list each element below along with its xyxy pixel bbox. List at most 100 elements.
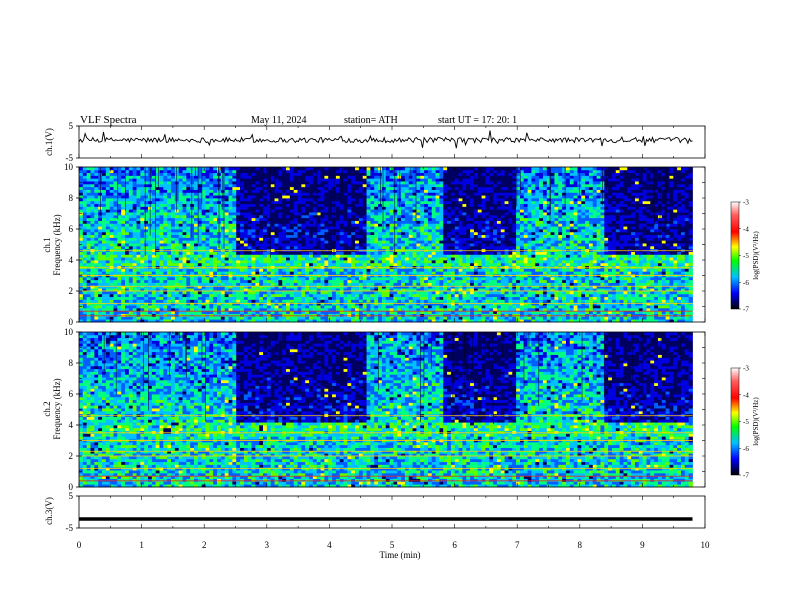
spectrogram-cell xyxy=(174,229,180,233)
spectrogram-cell xyxy=(358,302,364,306)
spectrogram-cell xyxy=(194,316,199,320)
spectrogram-cell xyxy=(312,192,318,196)
spectrogram-cell xyxy=(171,310,176,314)
spectrogram-cell xyxy=(270,234,275,238)
spectrogram-cell xyxy=(320,310,325,314)
spectrogram-cell xyxy=(121,212,126,216)
spectrogram-cell xyxy=(362,200,367,205)
spectrogram-cell xyxy=(121,288,126,292)
spectrogram-cell xyxy=(98,293,103,298)
spectrogram-cell xyxy=(144,229,149,233)
spectrogram-cell xyxy=(186,198,191,202)
spectrogram-cell xyxy=(381,178,387,182)
spectrogram-cell xyxy=(263,288,268,292)
spectrogram-cell xyxy=(274,254,279,258)
spectrogram-cell xyxy=(358,260,364,264)
spectrogram-cell xyxy=(243,234,249,238)
spectrogram-cell xyxy=(113,265,118,269)
spectrogram-cell xyxy=(105,260,111,264)
spectrogram-cell xyxy=(355,231,360,236)
spectrogram-cell xyxy=(174,293,180,298)
spectrogram-cell xyxy=(102,189,107,193)
spectrogram-cell xyxy=(243,212,249,216)
spectrogram-cell xyxy=(316,209,321,213)
spectrogram-cell xyxy=(320,181,325,185)
spectrogram-cell xyxy=(293,226,298,230)
spectrogram-cell xyxy=(247,169,252,174)
spectrogram-cell xyxy=(316,291,321,295)
spectrogram-cell xyxy=(351,310,356,314)
spectrogram-cell xyxy=(420,260,425,264)
spectrogram-cell xyxy=(355,175,360,179)
spectrogram-cell xyxy=(362,319,367,323)
spectrogram-cell xyxy=(232,288,237,292)
spectrogram-cell xyxy=(255,291,260,295)
spectrogram-cell xyxy=(186,243,191,247)
spectrogram-cell xyxy=(247,175,252,179)
spectrogram-cell xyxy=(408,262,413,267)
spectrogram-cell xyxy=(401,206,406,210)
spectrogram-cell xyxy=(255,262,260,267)
spectrogram-cell xyxy=(251,195,256,199)
spectrogram-cell xyxy=(190,192,195,196)
spectrogram-cell xyxy=(213,279,218,283)
spectrogram-cell xyxy=(305,268,310,272)
spectrogram-cell xyxy=(266,305,272,309)
spectrogram-cell xyxy=(167,260,172,264)
spectrogram-cell xyxy=(140,214,145,219)
spectrogram-cell xyxy=(412,316,417,320)
spectrogram-cell xyxy=(232,293,237,298)
spectrogram-cell xyxy=(270,203,275,207)
spectrogram-cell xyxy=(255,183,260,188)
spectrogram-cell xyxy=(312,240,318,244)
spectrogram-cell xyxy=(301,291,306,295)
spectrogram-cell xyxy=(362,260,367,264)
spectrogram-cell xyxy=(220,237,226,241)
spectrogram-cell xyxy=(401,296,406,300)
spectrogram-cell xyxy=(255,217,260,221)
spectrogram-cell xyxy=(385,243,390,247)
spectrogram-cell xyxy=(381,288,387,292)
spectrogram-cell xyxy=(305,217,310,221)
spectrogram-cell xyxy=(247,223,252,227)
spectrogram-cell xyxy=(320,276,325,281)
spectrogram-cell xyxy=(351,291,356,295)
spectrogram-cell xyxy=(297,265,302,269)
spectrogram-cell xyxy=(213,310,218,314)
spectrogram-cell xyxy=(301,265,306,269)
spectrogram-cell xyxy=(220,257,226,261)
spectrogram-cell xyxy=(263,313,268,317)
spectrogram-cell xyxy=(416,234,421,238)
spectrogram-cell xyxy=(255,231,260,236)
spectrogram-cell xyxy=(305,186,310,190)
spectrogram-cell xyxy=(163,243,168,247)
spectrogram-cell xyxy=(393,299,398,303)
spectrogram-cell xyxy=(86,299,91,303)
spectrogram-cell xyxy=(82,178,88,182)
spectrogram-cell xyxy=(416,172,421,176)
spectrogram-cell xyxy=(220,285,226,289)
spectrogram-cell xyxy=(343,299,348,303)
spectrogram-cell xyxy=(316,262,321,267)
spectrogram-cell xyxy=(232,172,237,176)
spectrogram-cell xyxy=(105,209,111,213)
spectrogram-cell xyxy=(381,243,387,247)
spectrogram-cell xyxy=(274,183,279,188)
spectrogram-cell xyxy=(420,296,425,300)
spectrogram-cell xyxy=(404,251,410,255)
spectrogram-cell xyxy=(144,316,149,320)
spectrogram-cell xyxy=(232,268,237,272)
spectrogram-cell xyxy=(182,319,187,323)
spectrogram-cell xyxy=(194,231,199,236)
spectrogram-cell xyxy=(167,234,172,238)
spectrogram-cell xyxy=(416,192,421,196)
spectrogram-cell xyxy=(79,260,84,264)
spectrogram-cell xyxy=(397,237,402,241)
spectrogram-cell xyxy=(278,245,283,250)
spectrogram-cell xyxy=(370,192,375,196)
spectrogram-cell xyxy=(190,203,195,207)
spectrogram-cell xyxy=(201,237,206,241)
spectrogram-cell xyxy=(339,265,344,269)
spectrogram-cell xyxy=(389,217,394,221)
spectrogram-cell xyxy=(178,203,183,207)
